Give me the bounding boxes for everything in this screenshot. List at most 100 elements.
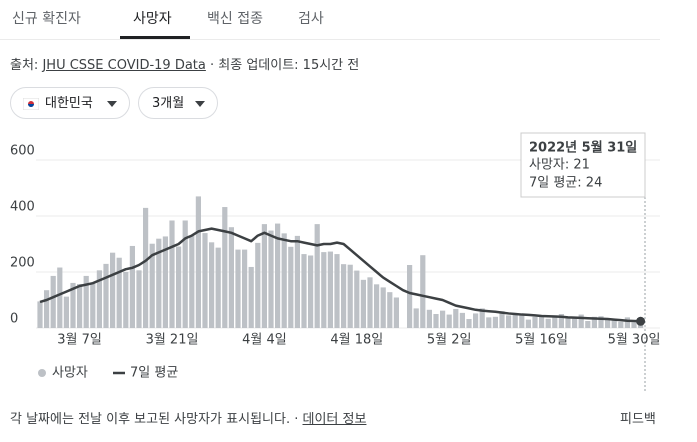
- bar: [96, 270, 102, 328]
- bar: [136, 270, 142, 328]
- bar: [268, 230, 274, 328]
- bar: [77, 284, 83, 328]
- bar: [341, 264, 347, 328]
- bar: [149, 243, 155, 328]
- dropdown-label: 3개월: [152, 96, 185, 111]
- bar: [558, 314, 564, 328]
- bar: [578, 314, 584, 328]
- bar: [552, 315, 558, 328]
- bar: [611, 319, 617, 328]
- tooltip-date: 2022년 5월 31일: [529, 140, 637, 156]
- source-label: 출처:: [10, 58, 39, 73]
- bar: [506, 315, 512, 328]
- bar: [591, 316, 597, 328]
- updated: · 최종 업데이트: 15시간 전: [210, 58, 360, 73]
- tab[interactable]: 신규 확진자: [12, 11, 81, 27]
- bar: [380, 287, 386, 328]
- bar: [572, 318, 578, 328]
- x-tick-label: 3월 7일: [57, 333, 102, 348]
- tab[interactable]: 사망자: [133, 11, 172, 27]
- bar: [202, 233, 208, 328]
- bar: [169, 220, 175, 328]
- bar: [261, 224, 267, 328]
- flag-icon: [23, 98, 39, 110]
- bar: [374, 284, 380, 328]
- country-dropdown[interactable]: 대한민국: [10, 87, 130, 119]
- bar: [354, 270, 360, 328]
- bar: [321, 252, 327, 328]
- bar: [539, 315, 545, 328]
- bar: [440, 310, 446, 328]
- x-tick-label: 5월 2일: [427, 333, 472, 348]
- bar: [519, 314, 525, 328]
- bar: [143, 207, 149, 328]
- y-tick-label: 200: [10, 256, 35, 271]
- bar: [189, 235, 195, 328]
- bar: [532, 316, 538, 328]
- data-info-link[interactable]: 데이터 정보: [302, 412, 367, 427]
- legend-label: 7일 평균: [130, 366, 178, 381]
- bar: [492, 316, 498, 328]
- y-tick-label: 0: [10, 312, 18, 327]
- bar: [50, 275, 56, 328]
- bar: [294, 235, 300, 328]
- bar: [83, 275, 89, 328]
- bar: [585, 321, 591, 328]
- bar: [176, 246, 182, 328]
- bar: [486, 317, 492, 328]
- bar: [525, 319, 531, 328]
- bar: [110, 252, 116, 328]
- source-line: 출처: JHU CSSE COVID-19 Data · 최종 업데이트: 15…: [10, 54, 359, 73]
- x-tick-label: 5월 30일: [608, 333, 661, 348]
- period-dropdown[interactable]: 3개월: [138, 87, 218, 119]
- footer-note: 각 날짜에는 전날 이후 보고된 사망자가 표시됩니다. · 데이터 정보: [10, 408, 366, 427]
- bar: [70, 282, 76, 328]
- bar: [248, 266, 254, 328]
- legend-dot: [38, 369, 46, 377]
- bar: [116, 257, 122, 328]
- bar: [215, 247, 221, 328]
- bar: [57, 267, 63, 328]
- bar: [387, 292, 393, 328]
- bar: [63, 296, 69, 328]
- tab[interactable]: 검사: [298, 11, 324, 27]
- bar: [334, 254, 340, 328]
- bar: [499, 311, 505, 328]
- bar: [37, 301, 43, 328]
- bar: [624, 317, 630, 328]
- tooltip-line: 7일 평균: 24: [529, 176, 602, 191]
- bar: [512, 314, 518, 328]
- feedback[interactable]: 피드백: [620, 412, 656, 427]
- tooltip-line: 사망자: 21: [529, 158, 590, 173]
- bar: [605, 318, 611, 328]
- bar: [407, 265, 413, 328]
- tab[interactable]: 백신 접종: [207, 11, 263, 27]
- bar: [301, 254, 307, 328]
- bar: [228, 227, 234, 328]
- bar: [162, 236, 168, 328]
- x-tick-label: 3월 21일: [146, 333, 199, 348]
- bar: [235, 249, 241, 328]
- average-line: [39, 227, 641, 323]
- bar: [545, 318, 551, 328]
- bar: [413, 308, 419, 328]
- tooltip: [520, 132, 646, 198]
- bar: [308, 255, 314, 328]
- legend-label: 사망자: [52, 366, 88, 381]
- caret: [107, 101, 117, 107]
- divider: [0, 39, 660, 40]
- bar: [473, 313, 479, 328]
- bar: [459, 312, 465, 328]
- source-link[interactable]: JHU CSSE COVID-19 Data: [42, 58, 206, 73]
- bar: [90, 283, 96, 328]
- bar: [426, 309, 432, 328]
- bar: [103, 263, 109, 328]
- bar: [129, 245, 135, 328]
- bar: [453, 308, 459, 328]
- bar: [182, 220, 188, 328]
- bar: [433, 314, 439, 328]
- end-dot: [636, 316, 646, 326]
- note: 각 날짜에는 전날 이후 보고된 사망자가 표시됩니다. ·: [10, 412, 299, 427]
- bar: [618, 321, 624, 328]
